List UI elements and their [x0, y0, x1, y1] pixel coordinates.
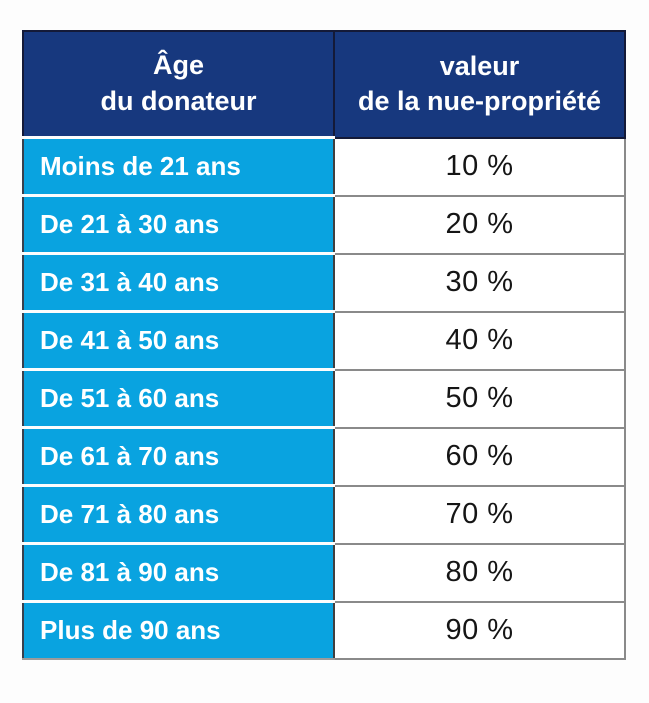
value-header-line2: de la nue-propriété [357, 86, 602, 117]
value-cell: 40 % [333, 310, 626, 371]
table-row: De 61 à 70 ans 60 % [22, 426, 626, 487]
value-header-cell: valeur de la nue-propriété [333, 30, 626, 139]
value-cell: 90 % [333, 600, 626, 660]
age-header-line1: Âge [152, 50, 204, 81]
table-row: De 81 à 90 ans 80 % [22, 542, 626, 603]
age-cell: De 51 à 60 ans [22, 369, 334, 429]
table-row: Plus de 90 ans 90 % [22, 600, 626, 660]
value-cell: 60 % [333, 426, 626, 487]
age-cell: Plus de 90 ans [22, 601, 334, 660]
table-header: Âge du donateur valeur de la nue-proprié… [22, 30, 626, 139]
table-row: De 21 à 30 ans 20 % [22, 194, 626, 255]
value-cell: 10 % [333, 136, 626, 197]
value-cell: 30 % [333, 252, 626, 313]
table-row: De 31 à 40 ans 30 % [22, 252, 626, 313]
value-header-line1: valeur [439, 50, 520, 81]
table-row: De 71 à 80 ans 70 % [22, 484, 626, 545]
table-row: Moins de 21 ans 10 % [22, 136, 626, 197]
age-cell: De 41 à 50 ans [22, 311, 334, 371]
age-cell: De 71 à 80 ans [22, 485, 334, 545]
age-cell: De 21 à 30 ans [22, 195, 334, 255]
age-cell: De 81 à 90 ans [22, 543, 334, 603]
value-cell: 70 % [333, 484, 626, 545]
age-header-cell: Âge du donateur [22, 30, 335, 139]
age-cell: De 61 à 70 ans [22, 427, 334, 487]
age-cell: Moins de 21 ans [22, 137, 334, 197]
value-cell: 80 % [333, 542, 626, 603]
nue-propriete-valuation-table: Âge du donateur valeur de la nue-proprié… [22, 30, 626, 660]
table-body: Moins de 21 ans 10 % De 21 à 30 ans 20 %… [22, 136, 626, 660]
age-cell: De 31 à 40 ans [22, 253, 334, 313]
table-row: De 41 à 50 ans 40 % [22, 310, 626, 371]
value-cell: 20 % [333, 194, 626, 255]
age-header-line2: du donateur [100, 86, 257, 116]
table-row: De 51 à 60 ans 50 % [22, 368, 626, 429]
header-row: Âge du donateur valeur de la nue-proprié… [22, 30, 626, 139]
value-cell: 50 % [333, 368, 626, 429]
